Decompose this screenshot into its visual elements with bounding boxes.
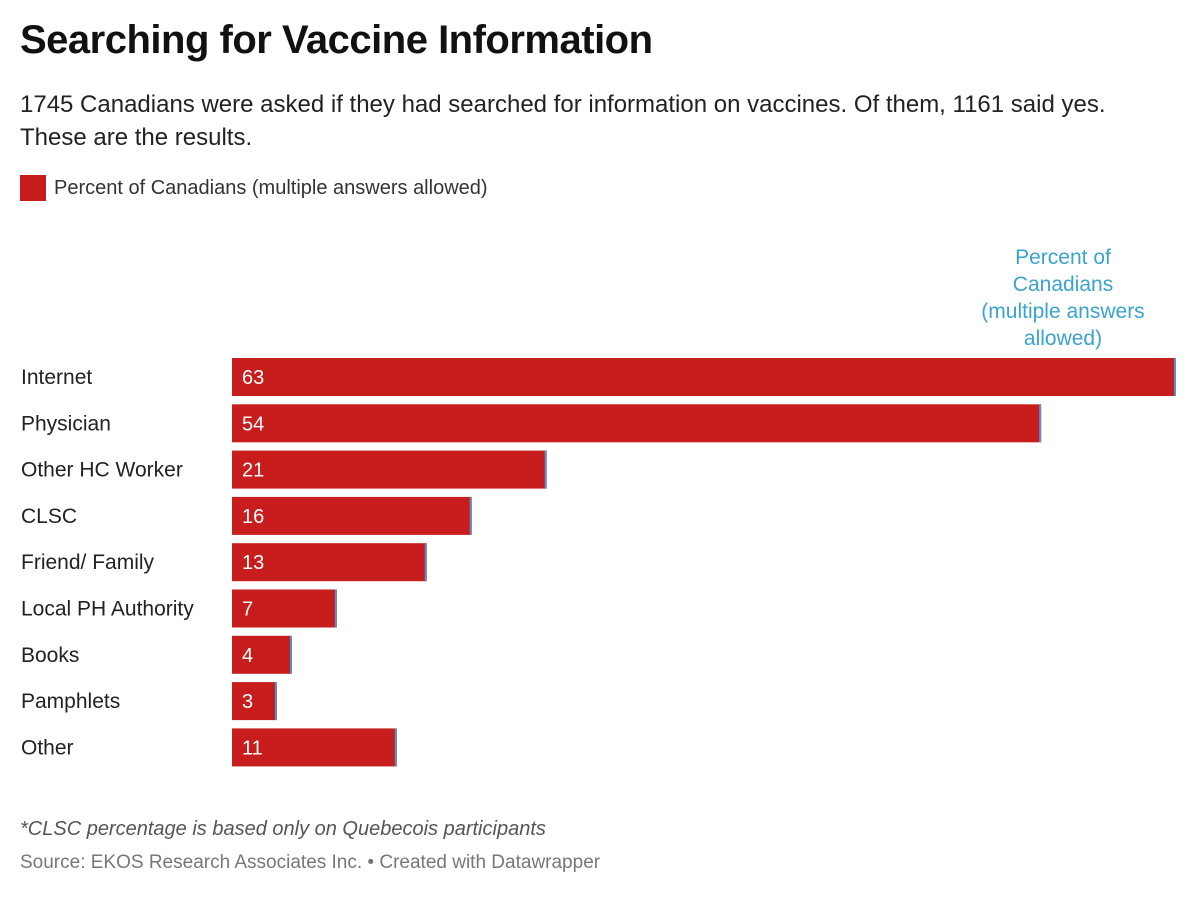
column-header-line: allowed): [1024, 327, 1102, 350]
bar-end-marker: [544, 450, 547, 489]
bar: [232, 543, 427, 582]
bar-end-marker: [424, 543, 427, 582]
bar-end-marker: [334, 589, 337, 628]
category-label: Books: [21, 644, 79, 667]
category-label: Internet: [21, 366, 92, 389]
footnote: *CLSC percentage is based only on Quebec…: [20, 818, 546, 840]
bar: [232, 450, 547, 489]
bar: [232, 635, 292, 674]
bar: [232, 358, 1176, 396]
bar-end-marker: [289, 635, 292, 674]
value-label: 21: [242, 460, 264, 482]
legend-label: Percent of Canadians (multiple answers a…: [54, 176, 488, 199]
category-label: Local PH Authority: [21, 598, 194, 621]
category-label: Other HC Worker: [21, 459, 183, 482]
category-label: Pamphlets: [21, 690, 120, 713]
bar-end-marker: [1039, 404, 1042, 443]
value-label: 63: [242, 367, 264, 389]
bar: [232, 496, 472, 535]
value-label: 54: [242, 413, 264, 435]
source-credit: Source: EKOS Research Associates Inc. • …: [20, 852, 601, 873]
category-label: CLSC: [21, 505, 77, 528]
bar: [232, 404, 1042, 443]
category-label: Other: [21, 736, 74, 759]
bar-chart: Percent of Canadians (multiple answers allo…: [21, 246, 1176, 767]
value-label: 3: [242, 691, 253, 713]
value-label: 13: [242, 552, 264, 574]
category-label: Physician: [21, 412, 111, 435]
value-label: 7: [242, 599, 253, 621]
category-label: Friend/ Family: [21, 551, 155, 574]
bar-end-marker: [274, 682, 277, 721]
column-header-line: Percent of: [1015, 246, 1111, 269]
bar: [232, 728, 397, 767]
column-header-line: (multiple answers: [981, 300, 1144, 323]
bar-end-marker: [394, 728, 397, 767]
bar: [232, 682, 277, 721]
chart-subtitle: 1745 Canadians were asked if they had se…: [20, 91, 1106, 151]
legend: Percent of Canadians (multiple answers a…: [20, 175, 488, 201]
value-label: 16: [242, 506, 264, 528]
value-label: 11: [242, 737, 263, 759]
column-header-line: Canadians: [1013, 273, 1113, 296]
bar-end-marker: [1174, 358, 1176, 396]
value-label: 4: [242, 645, 253, 667]
legend-swatch: [20, 175, 46, 201]
bar-end-marker: [469, 496, 472, 535]
bar: [232, 589, 337, 628]
chart-title: Searching for Vaccine Information: [20, 18, 653, 62]
